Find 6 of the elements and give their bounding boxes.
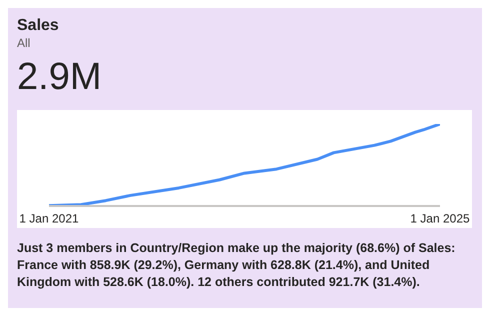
text: 2.9M (17, 55, 102, 100)
chart-subtitle: All (17, 36, 32, 50)
x-tick-label: 1 Jan 2021 (19, 212, 80, 226)
x-tick-label: 1 Jan 2025 (410, 212, 470, 226)
text: Just 3 members in Country/Region make up the majority (68.6%) of Sales: France with 858.9K (29.2%), Germany with 628.8K (21.4%), and United Kingdom with 528.6K (18.0%). 12 others contributed 921.7K (31.4%). (17, 240, 456, 291)
chart-title: Sales (17, 16, 60, 36)
